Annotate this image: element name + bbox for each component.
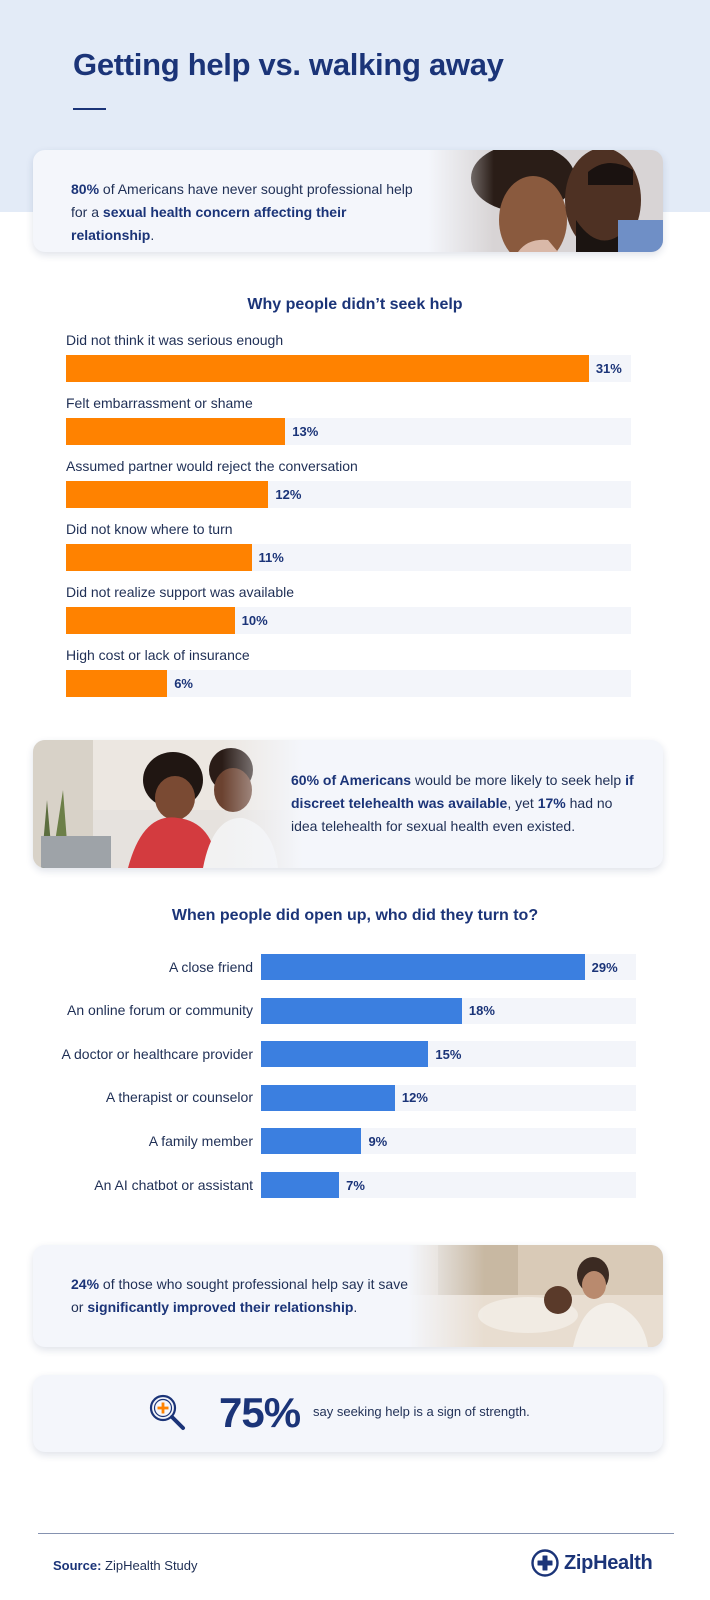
title-underline: [73, 108, 106, 110]
bar-category-label: Did not think it was serious enough: [66, 332, 284, 348]
bar-category-label: Assumed partner would reject the convers…: [66, 458, 358, 474]
brand-name: ZipHealth: [564, 1551, 653, 1574]
chart-title-why-no-help: Why people didn’t seek help: [247, 296, 463, 313]
bar-value-label: 31%: [595, 361, 622, 376]
couple-on-couch-photo: [33, 740, 303, 868]
callout-text: 60% of Americans would be more likely to…: [291, 769, 641, 838]
bar: [66, 481, 269, 508]
callout-text-part: of Americans have never sought professio…: [71, 181, 413, 220]
source-citation: Source: ZipHealth Study: [53, 1558, 198, 1573]
bar: [66, 670, 168, 697]
callout-bold: sexual health concern affecting their re…: [71, 204, 347, 243]
callout-text: 24% of those who sought professional hel…: [71, 1273, 426, 1319]
callout-bold: 60% of Americans: [291, 772, 412, 788]
bar: [261, 997, 462, 1024]
bar-track: 10%: [66, 607, 631, 634]
bar-value-label: 12%: [275, 487, 302, 502]
bar-value-label: 29%: [591, 959, 618, 975]
bar-track: 11%: [66, 544, 631, 571]
stat-card-strength: 75% say seeking help is a sign of streng…: [33, 1375, 663, 1452]
bar-value-label: 11%: [258, 550, 284, 565]
bar-category-label: An AI chatbot or assistant: [94, 1176, 253, 1193]
bar-track: 29%: [261, 954, 636, 980]
bar: [261, 1041, 429, 1068]
bar-value-label: 7%: [346, 1177, 365, 1193]
bar: [261, 1084, 395, 1111]
bar-track: 6%: [66, 670, 631, 697]
callout-text-part: had no idea telehealth for sexual health…: [291, 795, 613, 834]
relaxing-couple-photo: [408, 1245, 663, 1347]
bar-track: 18%: [261, 997, 636, 1024]
callout-highlight: 80%: [71, 181, 100, 197]
bar-value-label: 6%: [174, 676, 193, 691]
bar: [66, 607, 235, 634]
callout-bold: if discreet telehealth was available: [291, 772, 634, 811]
bar-value-label: 18%: [468, 1003, 495, 1019]
callout-text-part: would be more likely to seek help: [411, 772, 626, 788]
bar: [261, 1172, 340, 1198]
bar-track: 12%: [66, 481, 631, 508]
bar-value-label: 12%: [401, 1090, 428, 1106]
callout-bold: significantly improved their relationshi…: [87, 1299, 354, 1315]
bar-category-label: Did not know where to turn: [66, 521, 233, 537]
callout-text-part: , yet: [507, 795, 538, 811]
callout-highlight: 24%: [71, 1276, 100, 1292]
bar: [261, 954, 585, 980]
bar-track: 7%: [261, 1172, 636, 1198]
magnifier-plus-icon: [149, 1394, 185, 1430]
strength-text: say seeking help is a sign of strength.: [313, 1404, 530, 1419]
bar: [66, 355, 589, 382]
source-text: ZipHealth Study: [101, 1558, 198, 1573]
bar-track: 9%: [261, 1128, 636, 1155]
bar-value-label: 15%: [435, 1046, 462, 1062]
bar-category-label: High cost or lack of insurance: [66, 647, 250, 663]
page-title: Getting help vs. walking away: [73, 47, 504, 82]
bar-value-label: 13%: [292, 424, 319, 439]
footer-divider: [38, 1533, 674, 1534]
chart-title-who-turned-to: When people did open up, who did they tu…: [171, 907, 539, 924]
bar-value-label: 10%: [241, 613, 268, 628]
callout-text-part: .: [353, 1299, 358, 1315]
callout-text: 80% of Americans have never sought profe…: [71, 178, 426, 247]
bar-category-label: A close friend: [168, 958, 253, 975]
source-label: Source:: [53, 1558, 102, 1573]
bar-track: 15%: [261, 1041, 636, 1068]
bar-category-label: Did not realize support was available: [66, 584, 295, 600]
bar-track: 13%: [66, 418, 631, 445]
brand-logo: ZipHealth: [531, 1549, 653, 1577]
stat-card-never-sought-help: 80% of Americans have never sought profe…: [33, 150, 663, 252]
bar: [66, 544, 252, 571]
stat-card-telehealth: 60% of Americans would be more likely to…: [33, 740, 663, 868]
bar: [66, 418, 286, 445]
bar-track: 31%: [66, 355, 631, 382]
callout-text-part: of those who sought professional help sa…: [71, 1276, 416, 1315]
couple-photo: [428, 150, 663, 252]
bar-category-label: An online forum or community: [67, 1002, 253, 1019]
callout-text-part: .: [150, 227, 155, 243]
bar-category-label: Felt embarrassment or shame: [66, 395, 253, 411]
bar-category-label: A therapist or counselor: [105, 1089, 253, 1106]
callout-bold: 17%: [537, 795, 566, 811]
medical-cross-icon: [531, 1549, 559, 1577]
stat-card-relationship-improved: 24% of those who sought professional hel…: [33, 1245, 663, 1347]
bar-category-label: A family member: [148, 1132, 253, 1149]
bar: [261, 1128, 362, 1155]
bar-value-label: 9%: [368, 1133, 388, 1149]
bar-category-label: A doctor or healthcare provider: [61, 1045, 253, 1062]
strength-percent: 75%: [219, 1389, 301, 1436]
bar-track: 12%: [261, 1084, 636, 1111]
